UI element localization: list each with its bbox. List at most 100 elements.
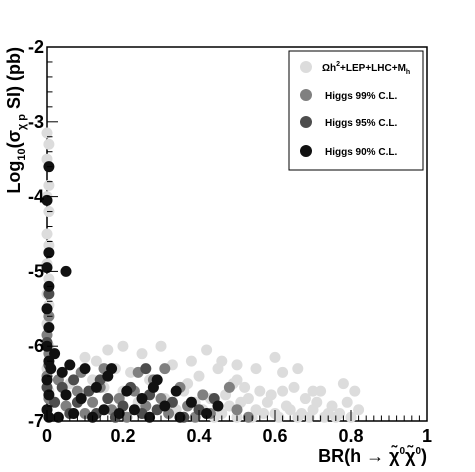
data-point [341, 396, 353, 408]
legend: Ωh2+LEP+LHC+Mh Higgs 99% C.L. Higgs 95% … [288, 50, 424, 171]
data-point [223, 381, 235, 393]
data-point [102, 370, 114, 382]
data-point [353, 404, 365, 416]
data-point [41, 127, 53, 139]
data-point [117, 340, 129, 352]
data-point [79, 363, 91, 375]
data-point [43, 411, 55, 423]
x-tick-label: 1 [422, 426, 432, 446]
data-point [303, 411, 315, 423]
data-point [121, 385, 133, 397]
y-tick-label: -7 [28, 411, 44, 431]
y-axis-title: Log10(σχ p SI) (pb) [4, 47, 28, 194]
data-point [41, 303, 53, 315]
data-point [56, 366, 68, 378]
data-point [311, 396, 323, 408]
data-point [239, 381, 251, 393]
legend-label: Higgs 95% C.L. [325, 118, 397, 129]
data-point [90, 381, 102, 393]
x-tick-label: 0.4 [186, 426, 211, 446]
data-point [68, 374, 80, 386]
y-tick-label: -5 [28, 261, 44, 281]
data-points [41, 127, 365, 423]
x-tick-label: 0 [42, 426, 52, 446]
axes: 0 0.2 0.4 0.6 0.8 1 -7 -6 -5 -4 -3 -2 [28, 37, 432, 446]
data-point [193, 370, 205, 382]
data-point [258, 408, 270, 420]
data-point [60, 265, 72, 277]
data-point [288, 381, 300, 393]
data-point [125, 366, 137, 378]
y-tick-label: -4 [28, 187, 44, 207]
data-point [349, 385, 361, 397]
data-point [155, 340, 167, 352]
data-point [277, 385, 289, 397]
data-point [185, 396, 197, 408]
data-point [102, 344, 114, 356]
data-point [43, 179, 55, 191]
data-point [60, 389, 72, 401]
data-point [64, 359, 76, 371]
legend-marker [300, 116, 312, 128]
y-tick-label: -3 [28, 112, 44, 132]
data-point [231, 359, 243, 371]
x-axis-title: BR(h → χ̃0χ̃0) [318, 444, 427, 466]
y-tick-label: -6 [28, 336, 44, 356]
data-point [201, 408, 213, 420]
legend-marker [300, 89, 312, 101]
data-point [273, 411, 285, 423]
data-point [43, 138, 55, 150]
data-point [250, 363, 262, 375]
data-point [147, 381, 159, 393]
legend-label: Higgs 99% C.L. [325, 91, 397, 102]
legend-marker [300, 145, 312, 157]
data-point [197, 389, 209, 401]
data-point [242, 411, 254, 423]
data-point [52, 411, 64, 423]
data-point [159, 363, 171, 375]
data-point [90, 355, 102, 367]
data-point [136, 393, 148, 405]
data-point [49, 348, 61, 360]
data-point [41, 374, 53, 386]
data-point [185, 355, 197, 367]
legend-label: Ωh2+LEP+LHC+Mh [322, 61, 410, 76]
data-point [43, 389, 55, 401]
data-point [113, 408, 125, 420]
data-point [159, 400, 171, 412]
data-point [41, 262, 53, 274]
data-point [174, 411, 186, 423]
data-point [265, 389, 277, 401]
y-tick-label: -2 [28, 37, 44, 57]
data-point [87, 396, 99, 408]
data-point [41, 228, 53, 240]
legend-label: Higgs 90% C.L. [325, 147, 397, 158]
data-point [269, 351, 281, 363]
data-point [43, 322, 55, 333]
data-point [45, 363, 57, 375]
data-point [144, 411, 156, 423]
data-point [277, 366, 289, 378]
data-point [201, 344, 213, 356]
data-point [299, 393, 311, 405]
data-point [68, 408, 80, 420]
data-point [140, 363, 152, 375]
data-point [79, 351, 91, 363]
data-point [337, 378, 349, 390]
data-point [292, 363, 304, 375]
data-point [307, 385, 319, 397]
data-point [231, 374, 243, 386]
x-tick-label: 0.2 [110, 426, 135, 446]
legend-marker [300, 61, 312, 73]
data-point [254, 385, 266, 397]
data-point [216, 355, 228, 367]
data-point [43, 247, 55, 259]
data-point [136, 348, 148, 360]
data-point [41, 194, 53, 206]
data-point [128, 404, 140, 416]
x-tick-label: 0.6 [262, 426, 287, 446]
data-point [75, 393, 87, 405]
data-point [284, 404, 296, 416]
x-tick-label: 0.8 [338, 426, 363, 446]
